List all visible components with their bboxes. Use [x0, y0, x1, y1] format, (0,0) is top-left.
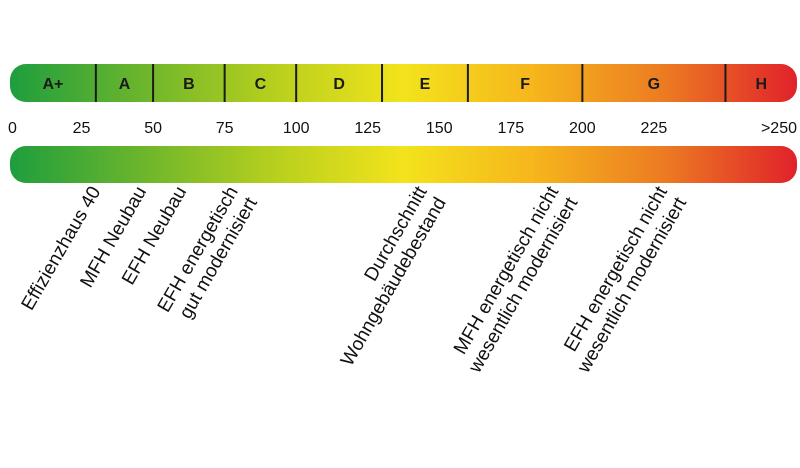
energy-class-label: A: [119, 76, 131, 93]
energy-class-label: B: [183, 76, 195, 93]
scale-tick-label: 175: [497, 120, 524, 137]
energy-class-label: F: [520, 76, 530, 93]
energy-gradient-bar: [10, 146, 797, 183]
scale-tick-label: 125: [354, 120, 381, 137]
scale-tick-labels: 0 25 50 75 100 125 150 175 200 225 >250: [8, 120, 797, 137]
scale-tick-label: 25: [73, 120, 91, 137]
scale-tick-label: >250: [761, 120, 797, 137]
energy-class-label: H: [755, 76, 767, 93]
building-type-label: Effizienzhaus 40: [18, 183, 106, 314]
scale-tick-label: 100: [283, 120, 310, 137]
scale-tick-label: 0: [8, 120, 17, 137]
energy-class-label: E: [420, 76, 431, 93]
scale-tick-label: 225: [641, 120, 668, 137]
energy-class-label: A+: [42, 76, 63, 93]
energy-class-label: D: [333, 76, 345, 93]
energy-class-label: C: [255, 76, 267, 93]
gradient-bar: [10, 146, 797, 183]
scale-tick-label: 75: [216, 120, 234, 137]
energy-class-label: G: [648, 76, 660, 93]
scale-tick-label: 50: [144, 120, 162, 137]
scale-tick-label: 200: [569, 120, 596, 137]
class-bar-background: [10, 64, 797, 102]
energy-class-bar: A+ A B C D E F G H: [10, 64, 797, 102]
scale-tick-label: 150: [426, 120, 453, 137]
building-type-text: Effizienzhaus 40: [18, 183, 106, 314]
